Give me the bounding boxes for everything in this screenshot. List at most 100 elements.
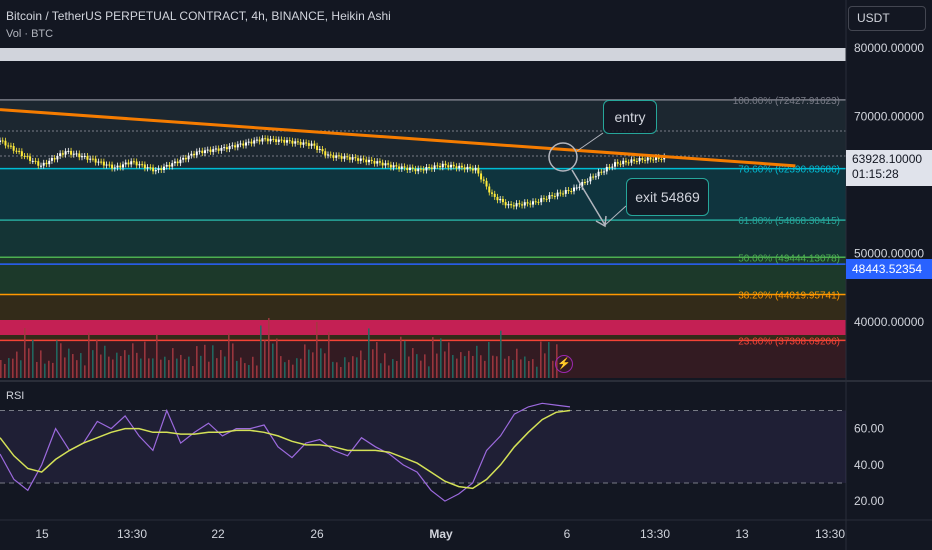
candle	[378, 161, 381, 163]
entry-circle	[548, 142, 578, 172]
volume-bar	[176, 358, 178, 378]
candle	[493, 193, 496, 197]
rsi-axis-label: 60.00	[854, 422, 884, 436]
candle	[398, 166, 401, 169]
volume-bar	[332, 361, 334, 378]
candle	[537, 201, 540, 203]
exit-pointer	[604, 205, 627, 226]
volume-bar	[40, 350, 42, 378]
rsi-axis-label: 20.00	[854, 494, 884, 508]
candle	[296, 141, 299, 143]
candle	[152, 167, 155, 172]
candle	[343, 156, 346, 159]
volume-bar	[104, 345, 106, 378]
volume-bar	[536, 366, 538, 378]
candle	[499, 198, 502, 201]
volume-bar	[184, 359, 186, 378]
candle	[411, 167, 414, 169]
volume-bar	[44, 363, 46, 378]
candle	[624, 160, 627, 163]
volume-bar	[76, 360, 78, 378]
candle	[409, 167, 411, 171]
candle	[12, 146, 15, 151]
time-axis-label: 13:30	[117, 527, 147, 541]
candle	[521, 204, 524, 206]
candle	[455, 166, 458, 169]
volume-bar	[32, 339, 34, 378]
candle	[0, 140, 1, 142]
volume-bar	[172, 348, 174, 378]
volume-bar	[548, 342, 550, 378]
candle	[466, 166, 469, 170]
candle	[313, 143, 316, 146]
candle	[204, 150, 206, 154]
candle	[583, 182, 586, 184]
fib-zone	[0, 99, 846, 169]
volume-bar	[92, 350, 94, 378]
current-price-value: 63928.10000	[852, 152, 923, 166]
volume-bar	[200, 355, 202, 378]
volume-bar	[116, 352, 118, 378]
candle	[335, 155, 338, 158]
candle	[518, 203, 521, 205]
volume-bar	[504, 358, 506, 378]
volume-bar	[488, 341, 490, 378]
candle	[373, 161, 376, 164]
entry-callout[interactable]: entry	[603, 100, 657, 134]
candle	[346, 156, 349, 158]
volume-bar	[144, 341, 146, 378]
candle	[258, 139, 261, 142]
volume-bar	[284, 362, 286, 378]
fib-level-label: 100.00% (72427.91623)	[733, 96, 840, 107]
currency-button[interactable]: USDT	[848, 6, 926, 31]
exit-arrow	[571, 169, 606, 226]
candle	[389, 164, 392, 168]
volume-bar	[364, 360, 366, 378]
candle	[141, 164, 144, 166]
volume-bar	[544, 353, 546, 378]
candle	[567, 190, 570, 192]
candle	[288, 140, 291, 142]
volume-bar	[328, 331, 330, 378]
rsi-indicator-label[interactable]: RSI	[6, 390, 25, 402]
candle	[4, 140, 7, 146]
candle	[348, 157, 351, 160]
volume-bar	[224, 356, 226, 378]
volume-bar	[380, 363, 382, 378]
candle	[501, 198, 504, 203]
candle	[302, 142, 305, 145]
exit-callout[interactable]: exit 54869	[626, 178, 709, 216]
time-axis-label: May	[429, 527, 453, 541]
candle	[422, 169, 425, 171]
candle	[253, 140, 256, 144]
price-axis-label: 50000.00000	[854, 247, 924, 261]
candle	[644, 159, 647, 161]
candle	[532, 201, 534, 205]
exit-arrowhead	[595, 215, 607, 228]
lightning-icon[interactable]: ⚡	[555, 355, 573, 373]
candle	[154, 170, 157, 172]
candle	[261, 138, 264, 142]
trendline	[0, 108, 796, 168]
candle	[198, 150, 201, 152]
volume-bar	[392, 359, 394, 378]
candle	[78, 153, 81, 158]
volume-bar	[160, 359, 162, 378]
volume-indicator-label[interactable]: Vol · BTC	[6, 28, 54, 40]
candle	[622, 160, 625, 165]
volume-bar	[540, 341, 542, 378]
volume-bar	[456, 358, 458, 378]
volume-bar	[288, 359, 290, 378]
volume-bar	[252, 356, 254, 378]
candle	[570, 190, 573, 192]
candle	[81, 156, 83, 158]
candle	[34, 160, 37, 162]
candle	[111, 164, 114, 169]
candle	[605, 166, 608, 172]
candle	[477, 167, 480, 174]
candle	[157, 168, 160, 171]
candle	[124, 162, 127, 165]
candle	[600, 171, 603, 173]
candle	[332, 155, 335, 158]
